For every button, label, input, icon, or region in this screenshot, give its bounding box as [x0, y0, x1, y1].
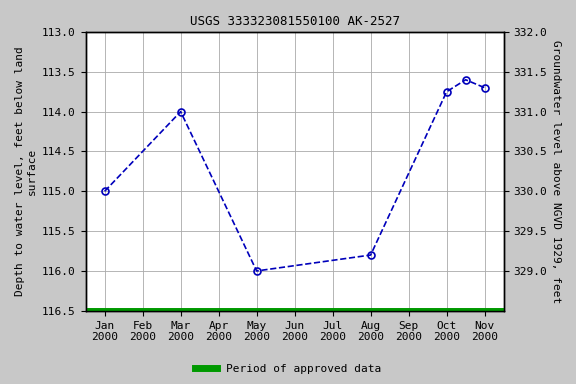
Legend: Period of approved data: Period of approved data — [191, 359, 385, 379]
Title: USGS 333323081550100 AK-2527: USGS 333323081550100 AK-2527 — [190, 15, 400, 28]
Y-axis label: Groundwater level above NGVD 1929, feet: Groundwater level above NGVD 1929, feet — [551, 40, 561, 303]
Y-axis label: Depth to water level, feet below land
surface: Depth to water level, feet below land su… — [15, 46, 37, 296]
